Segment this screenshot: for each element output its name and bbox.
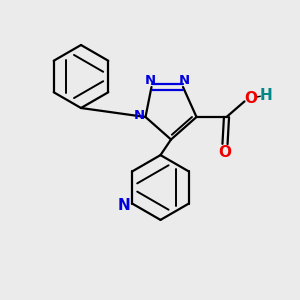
Text: H: H <box>260 88 272 103</box>
Text: O: O <box>218 145 232 160</box>
Text: O: O <box>244 91 258 106</box>
Text: N: N <box>118 198 130 213</box>
Text: N: N <box>178 74 190 87</box>
Text: N: N <box>145 74 156 87</box>
Text: N: N <box>133 109 145 122</box>
